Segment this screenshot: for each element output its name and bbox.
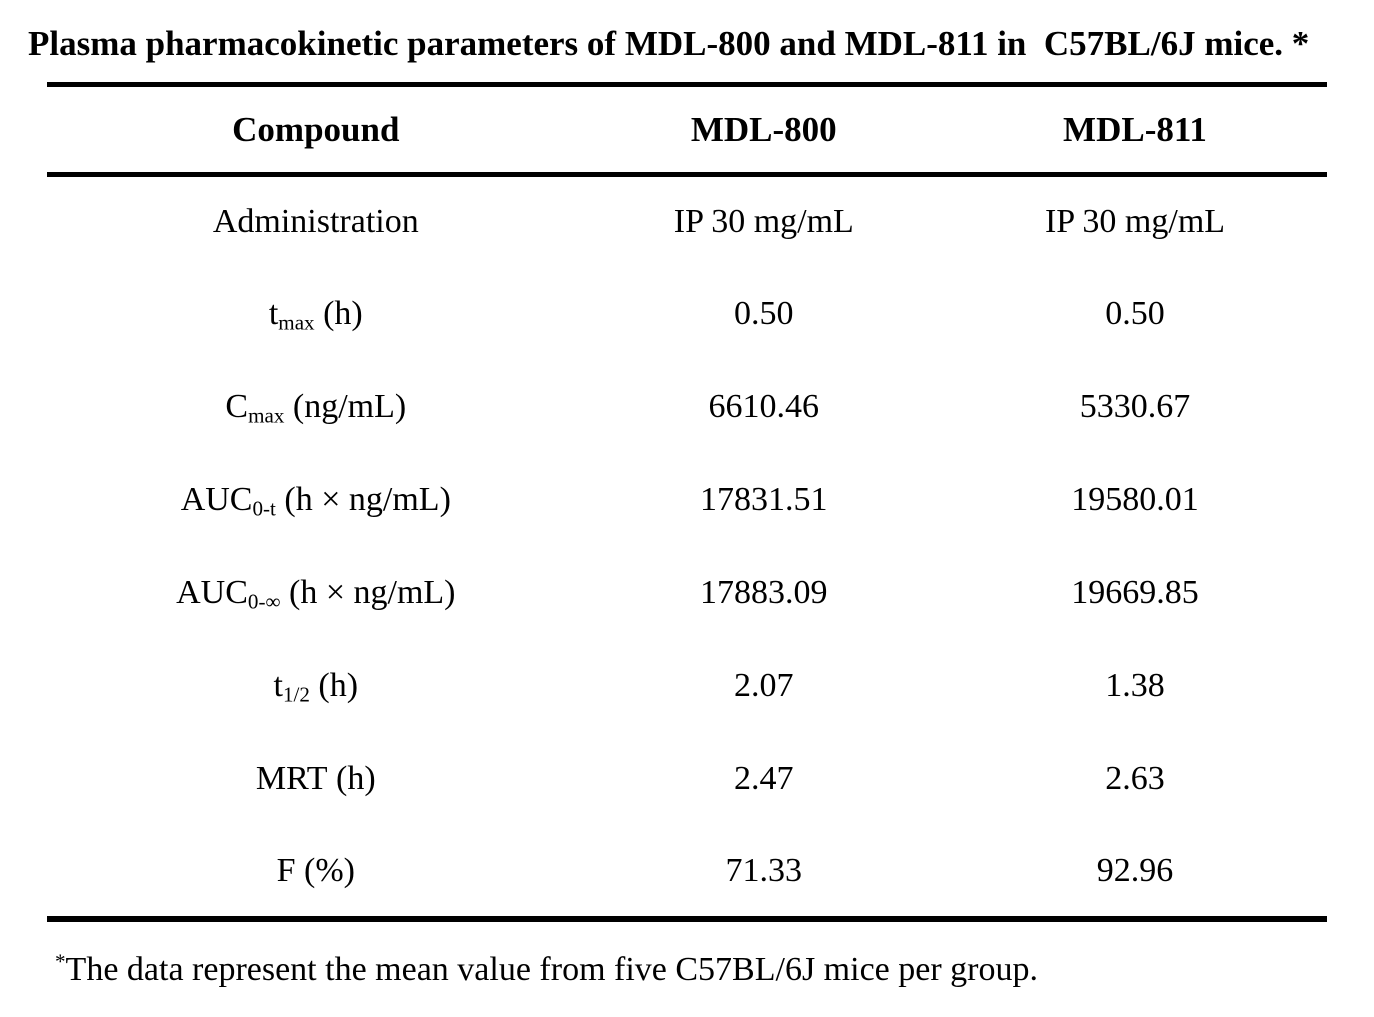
param-label: Administration — [212, 203, 419, 241]
table-row-auc0t: AUC0-t (h × ng/mL) 17831.51 19580.01 — [47, 454, 1327, 547]
column-header-compound: Compound — [47, 84, 585, 177]
mdl811-value: 19669.85 — [1071, 574, 1199, 611]
mdl811-value: 1.38 — [1105, 667, 1165, 704]
param-label: t1/2 (h) — [273, 667, 359, 707]
table-header-row: Compound MDL-800 MDL-811 — [47, 84, 1327, 177]
mdl800-value: 0.50 — [734, 295, 794, 332]
mdl800-value: 2.47 — [734, 760, 794, 797]
param-label: AUC0-t (h × ng/mL) — [180, 481, 451, 521]
param-label: MRT (h) — [255, 760, 376, 797]
table-footnote: *The data represent the mean value from … — [55, 950, 1374, 990]
footnote-asterisk-marker: * — [55, 948, 66, 973]
column-header-mdl811: MDL-811 — [942, 84, 1327, 177]
footnote-text: The data represent the mean value from f… — [65, 950, 1038, 988]
mdl800-value: 17831.51 — [700, 481, 828, 518]
table-row-cmax: Cmax (ng/mL) 6610.46 5330.67 — [47, 361, 1327, 454]
page-title: Plasma pharmacokinetic parameters of MDL… — [28, 24, 1310, 63]
param-label: F (%) — [276, 851, 355, 889]
table-row-mrt: MRT (h) 2.47 2.63 — [47, 733, 1327, 826]
table-row-f-percent: F (%) 71.33 92.96 — [47, 826, 1327, 919]
table-row-thalf: t1/2 (h) 2.07 1.38 — [47, 640, 1327, 733]
param-label: AUC0-∞ (h × ng/mL) — [176, 574, 456, 614]
column-header-mdl800: MDL-800 — [584, 84, 943, 177]
table-row-auc0inf: AUC0-∞ (h × ng/mL) 17883.09 19669.85 — [47, 547, 1327, 640]
mdl811-value: 19580.01 — [1071, 481, 1199, 518]
mdl800-value: 71.33 — [725, 851, 803, 889]
param-label: Cmax (ng/mL) — [225, 388, 407, 428]
mdl811-value: 92.96 — [1096, 851, 1174, 889]
mdl800-value: IP 30 mg/mL — [673, 203, 854, 241]
mdl811-value: IP 30 mg/mL — [1044, 203, 1226, 241]
mdl800-value: 6610.46 — [708, 388, 820, 425]
table-row-administration: Administration IP 30 mg/mL IP 30 mg/mL — [47, 175, 1327, 268]
mdl811-value: 0.50 — [1105, 295, 1165, 332]
table-row-tmax: tmax (h) 0.50 0.50 — [47, 268, 1327, 361]
mdl811-value: 2.63 — [1105, 760, 1165, 797]
mdl800-value: 2.07 — [734, 667, 794, 704]
mdl811-value: 5330.67 — [1079, 388, 1191, 425]
pk-parameters-table: Compound MDL-800 MDL-811 Administration … — [47, 82, 1327, 922]
param-label: tmax (h) — [268, 295, 363, 335]
mdl800-value: 17883.09 — [700, 574, 828, 611]
